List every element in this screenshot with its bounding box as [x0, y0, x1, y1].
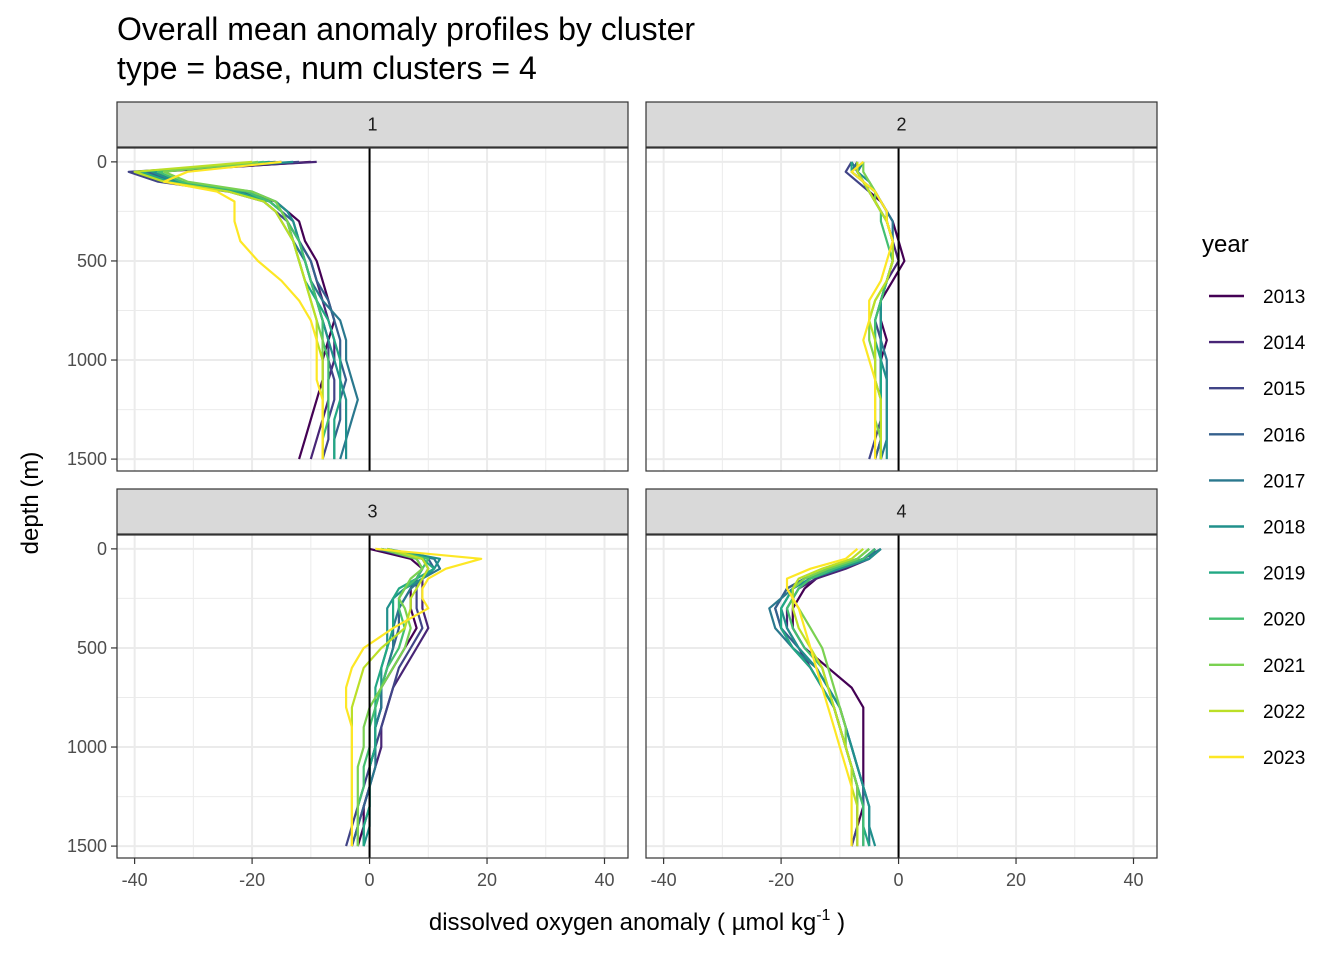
legend-item-2013: 2013 — [1209, 287, 1305, 308]
series-line-2022 — [856, 161, 894, 460]
legend-label: 2018 — [1263, 518, 1305, 539]
legend-title: year — [1202, 231, 1249, 258]
chart-subtitle: type = base, num clusters = 4 — [117, 50, 537, 86]
chart-title: Overall mean anomaly profiles by cluster — [117, 11, 696, 47]
y-tick-label: 500 — [77, 251, 107, 271]
legend-item-2021: 2021 — [1209, 656, 1305, 677]
legend-item-2019: 2019 — [1209, 564, 1305, 585]
x-axis-title: dissolved oxygen anomaly ( µmol kg-1 ) — [429, 907, 845, 936]
series-line-2020 — [356, 547, 430, 847]
x-tick-label: 20 — [1006, 870, 1026, 890]
y-tick-label: 1500 — [67, 836, 107, 856]
x-tick-label: -40 — [122, 870, 148, 890]
legend-item-2017: 2017 — [1209, 471, 1305, 492]
panel-background — [117, 535, 628, 858]
y-tick-label: 1000 — [67, 350, 107, 370]
legend-label: 2021 — [1263, 656, 1305, 677]
legend-item-2020: 2020 — [1209, 610, 1305, 631]
series-line-2023 — [785, 548, 859, 847]
series-line-2021 — [356, 547, 424, 847]
panel-strip — [116, 101, 629, 148]
legend-item-2018: 2018 — [1209, 518, 1305, 539]
panel-strip-label: 2 — [896, 115, 906, 135]
panel-strip-label: 4 — [896, 502, 906, 522]
panel-strip — [645, 101, 1158, 148]
panel-4: 4 -40 -20 0 20 40 — [645, 488, 1158, 890]
y-tick-label: 1000 — [67, 737, 107, 757]
x-tick-label: 0 — [365, 870, 375, 890]
legend-item-2022: 2022 — [1209, 702, 1305, 723]
legend-item-2016: 2016 — [1209, 425, 1305, 446]
panel-border — [645, 147, 1158, 472]
panel-series — [844, 161, 906, 460]
panel-background — [117, 148, 628, 471]
panel-background — [646, 535, 1157, 858]
panel-2: 2 — [645, 101, 1158, 472]
x-tick-label: -20 — [768, 870, 794, 890]
series-line-2023 — [345, 547, 483, 847]
legend-items: 2013 2014 2015 2016 2017 2018 2019 2020 2021 2022… — [1209, 287, 1306, 769]
panel-background — [646, 148, 1157, 471]
legend-label: 2017 — [1263, 471, 1305, 492]
panel-strip-label: 1 — [367, 115, 377, 135]
legend-item-2015: 2015 — [1209, 379, 1305, 400]
panel-1: 1 0 500 1000 1500 — [67, 101, 629, 472]
legend-label: 2014 — [1263, 333, 1306, 354]
panel-border — [645, 534, 1158, 859]
legend-label: 2023 — [1263, 748, 1305, 769]
x-axis-title-main: dissolved oxygen anomaly ( µmol kg — [429, 909, 816, 936]
legend-label: 2016 — [1263, 425, 1305, 446]
legend-item-2014: 2014 — [1209, 333, 1306, 354]
x-tick-label: 20 — [477, 870, 497, 890]
y-tick-label: 1500 — [67, 449, 107, 469]
panel-strip — [645, 488, 1158, 535]
panel-strip — [116, 488, 629, 535]
legend-label: 2022 — [1263, 702, 1305, 723]
x-tick-label: 40 — [594, 870, 614, 890]
x-tick-label: -20 — [239, 870, 265, 890]
legend-label: 2015 — [1263, 379, 1305, 400]
panel-grid — [646, 535, 1157, 858]
y-tick-label: 500 — [77, 638, 107, 658]
series-line-2023 — [850, 161, 894, 460]
legend-item-2023: 2023 — [1209, 748, 1305, 769]
legend: year 2013 2014 2015 2016 2017 2018 2019 2020 202… — [1202, 231, 1306, 769]
x-axis-title-end: ) — [830, 909, 845, 936]
panel-border — [116, 147, 629, 472]
panel-strip-label: 3 — [367, 502, 377, 522]
panel-series — [127, 160, 359, 460]
x-axis-title-superscript: -1 — [816, 907, 830, 924]
panels-layer: 1 0 500 1000 1500 2 3 0 500 1000 1500 -40 -20 0 20 40 4 -… — [67, 101, 1158, 890]
legend-label: 2019 — [1263, 564, 1305, 585]
x-tick-label: 0 — [894, 870, 904, 890]
y-axis-title: depth (m) — [17, 452, 44, 555]
series-line-2023 — [162, 160, 324, 460]
legend-label: 2013 — [1263, 287, 1305, 308]
x-tick-label: 40 — [1123, 870, 1143, 890]
panel-series — [768, 547, 882, 847]
series-line-2021 — [791, 548, 870, 847]
panel-3: 3 0 500 1000 1500 -40 -20 0 20 40 — [67, 488, 629, 890]
panel-border — [116, 534, 629, 859]
y-tick-label: 0 — [97, 152, 107, 172]
y-tick-label: 0 — [97, 539, 107, 559]
legend-label: 2020 — [1263, 610, 1305, 631]
x-tick-label: -40 — [651, 870, 677, 890]
